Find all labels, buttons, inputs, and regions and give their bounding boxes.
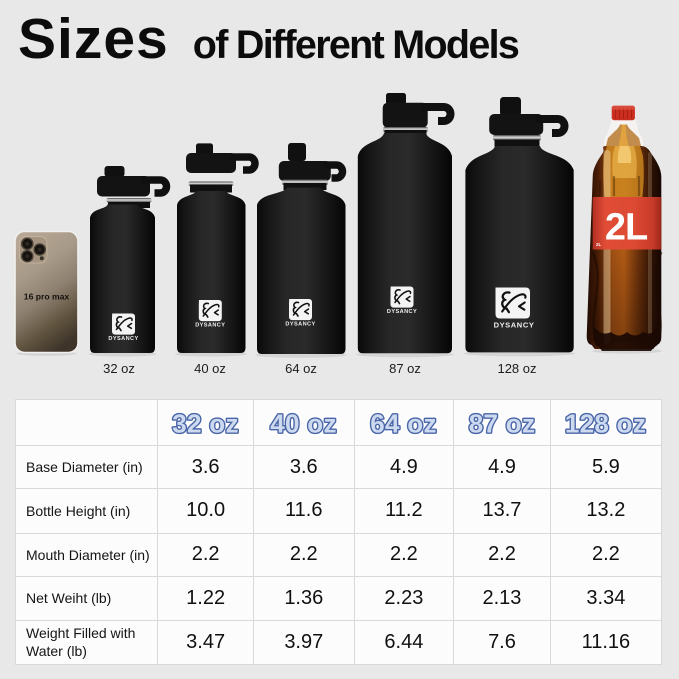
svg-text:DYSANCY: DYSANCY [195,323,225,329]
svg-text:DYSANCY: DYSANCY [494,321,535,330]
svg-text:DYSANCY: DYSANCY [387,309,417,315]
svg-text:2L: 2L [596,242,602,247]
svg-text:16 pro max: 16 pro max [24,292,70,302]
svg-text:DYSANCY: DYSANCY [285,322,315,328]
svg-text:DYSANCY: DYSANCY [108,336,138,342]
svg-text:2L: 2L [605,207,648,249]
